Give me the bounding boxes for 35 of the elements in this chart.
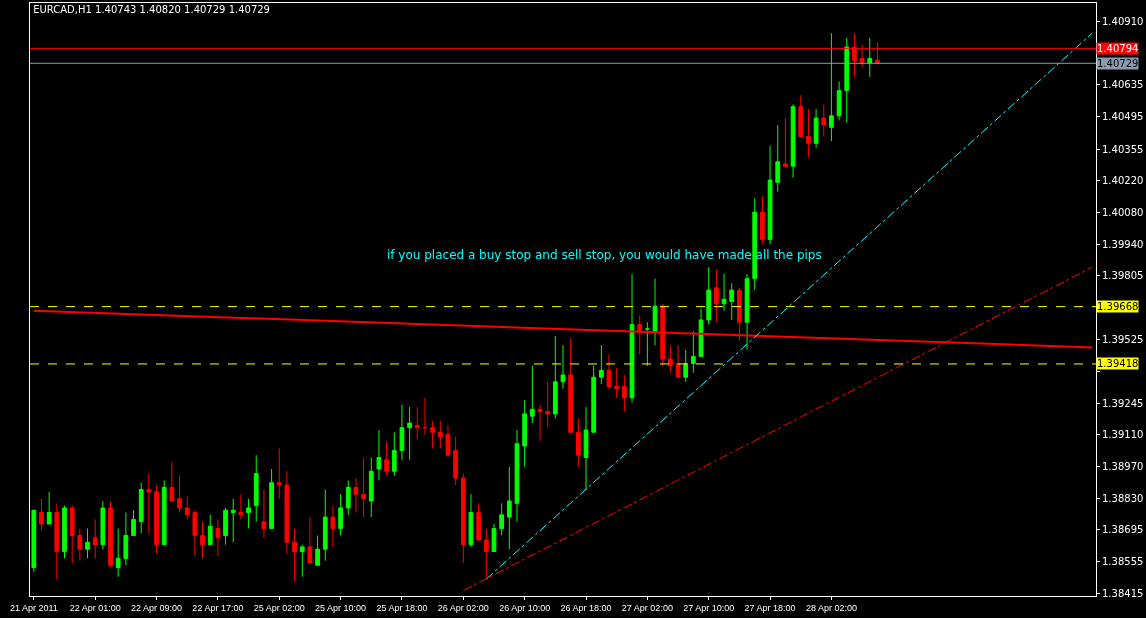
x-tick-label: 22 Apr 17:00 bbox=[192, 602, 244, 613]
ref-line-label: 1.40794 bbox=[1097, 43, 1139, 54]
y-tick-label: 1.39525 bbox=[1102, 333, 1144, 345]
ref-line-label: 1.39418 bbox=[1097, 358, 1139, 369]
y-tick-label: 1.40220 bbox=[1102, 174, 1144, 186]
x-tick-label: 25 Apr 02:00 bbox=[253, 602, 305, 613]
y-tick-label: 1.39110 bbox=[1102, 429, 1144, 441]
y-tick-label: 1.40080 bbox=[1102, 206, 1144, 218]
y-tick-label: 1.40495 bbox=[1102, 111, 1144, 123]
ref-line-label: 1.39668 bbox=[1097, 301, 1139, 312]
x-tick-label: 26 Apr 18:00 bbox=[560, 602, 612, 613]
x-tick-label: 21 Apr 2011 bbox=[9, 602, 58, 613]
y-tick-label: 1.40355 bbox=[1102, 143, 1144, 155]
x-tick-label: 27 Apr 02:00 bbox=[621, 602, 673, 613]
y-tick-label: 1.38555 bbox=[1102, 556, 1144, 568]
chart-title: EURCAD,H1 1.40743 1.40820 1.40729 1.40729 bbox=[33, 3, 270, 15]
y-tick-label: 1.40910 bbox=[1102, 16, 1144, 28]
y-tick-label: 1.39940 bbox=[1102, 238, 1144, 250]
ref-line-label: 1.40729 bbox=[1097, 58, 1139, 69]
x-tick-label: 26 Apr 02:00 bbox=[437, 602, 489, 613]
y-tick-label: 1.40635 bbox=[1102, 79, 1144, 91]
x-tick-label: 27 Apr 10:00 bbox=[683, 602, 735, 613]
y-tick-label: 1.38830 bbox=[1102, 493, 1144, 505]
x-tick-label: 26 Apr 10:00 bbox=[499, 602, 551, 613]
x-tick-label: 27 Apr 18:00 bbox=[744, 602, 796, 613]
x-tick-label: 25 Apr 18:00 bbox=[376, 602, 428, 613]
x-tick-label: 25 Apr 10:00 bbox=[315, 602, 367, 613]
x-tick-label: 22 Apr 01:00 bbox=[69, 602, 121, 613]
y-tick-label: 1.38970 bbox=[1102, 461, 1144, 473]
y-tick-label: 1.38415 bbox=[1102, 588, 1144, 600]
y-tick-label: 1.39805 bbox=[1102, 269, 1144, 281]
y-tick-label: 1.39245 bbox=[1102, 398, 1144, 410]
x-tick-label: 28 Apr 02:00 bbox=[805, 602, 857, 613]
y-tick-label: 1.38695 bbox=[1102, 524, 1144, 536]
x-tick-label: 22 Apr 09:00 bbox=[131, 602, 183, 613]
